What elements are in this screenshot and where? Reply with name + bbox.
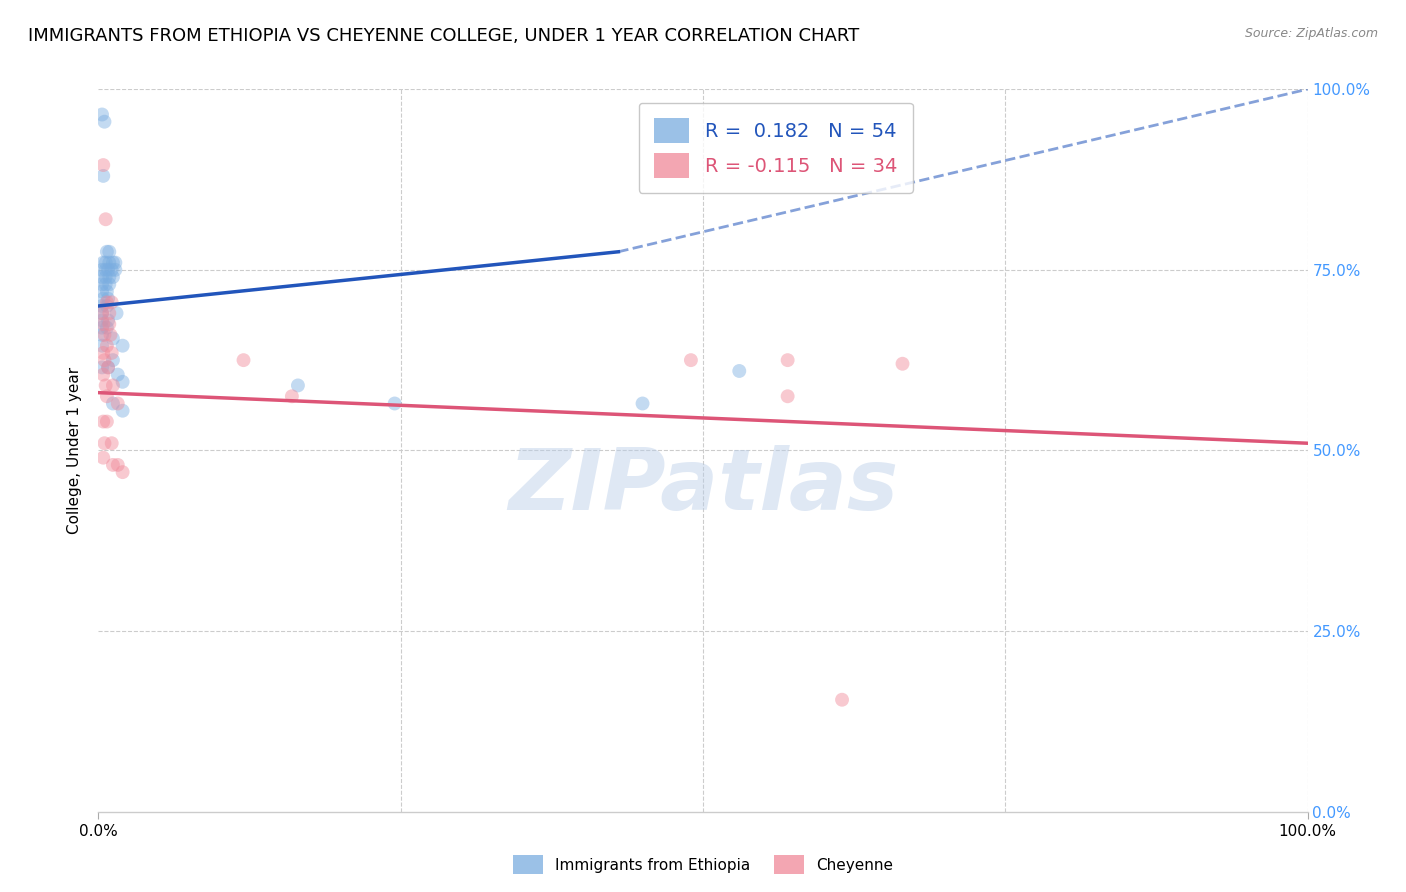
Point bbox=[91, 277, 114, 292]
Point bbox=[831, 692, 853, 706]
Point bbox=[91, 327, 114, 342]
Point bbox=[100, 262, 122, 277]
Point bbox=[96, 285, 118, 299]
Point bbox=[98, 244, 121, 259]
Point bbox=[91, 368, 114, 382]
Point bbox=[96, 389, 118, 403]
Point bbox=[91, 415, 114, 429]
Point bbox=[96, 415, 118, 429]
Point bbox=[91, 262, 114, 277]
Point bbox=[96, 320, 118, 334]
Point bbox=[287, 378, 309, 392]
Point bbox=[94, 277, 117, 292]
Point bbox=[776, 353, 799, 368]
Text: IMMIGRANTS FROM ETHIOPIA VS CHEYENNE COLLEGE, UNDER 1 YEAR CORRELATION CHART: IMMIGRANTS FROM ETHIOPIA VS CHEYENNE COL… bbox=[28, 27, 859, 45]
Point bbox=[101, 378, 124, 392]
Point bbox=[631, 396, 654, 410]
Text: Source: ZipAtlas.com: Source: ZipAtlas.com bbox=[1244, 27, 1378, 40]
Point bbox=[96, 299, 118, 313]
Point bbox=[91, 306, 114, 320]
Point bbox=[93, 436, 115, 450]
Point bbox=[105, 306, 128, 320]
Point bbox=[111, 403, 134, 417]
Point bbox=[107, 368, 129, 382]
Point bbox=[98, 306, 121, 320]
Point bbox=[91, 360, 114, 375]
Point bbox=[94, 255, 117, 269]
Point bbox=[93, 327, 115, 342]
Point bbox=[101, 353, 124, 368]
Point bbox=[91, 313, 114, 327]
Point bbox=[101, 255, 124, 269]
Point bbox=[91, 299, 114, 313]
Point bbox=[100, 436, 122, 450]
Point bbox=[98, 255, 121, 269]
Point bbox=[101, 458, 124, 472]
Point bbox=[93, 114, 115, 128]
Point bbox=[107, 458, 129, 472]
Point bbox=[94, 212, 117, 227]
Point bbox=[91, 255, 114, 269]
Point bbox=[97, 360, 120, 375]
Point bbox=[776, 389, 799, 403]
Point bbox=[91, 270, 114, 285]
Point bbox=[97, 313, 120, 327]
Point bbox=[96, 339, 118, 353]
Point bbox=[111, 375, 134, 389]
Point bbox=[107, 396, 129, 410]
Point bbox=[93, 353, 115, 368]
Point bbox=[91, 306, 114, 320]
Point bbox=[91, 107, 114, 121]
Point bbox=[91, 285, 114, 299]
Point bbox=[94, 270, 117, 285]
Point bbox=[101, 331, 124, 345]
Point bbox=[91, 169, 114, 183]
Point bbox=[232, 353, 254, 368]
Point bbox=[97, 360, 120, 375]
Point bbox=[891, 357, 914, 371]
Point bbox=[96, 295, 118, 310]
Point bbox=[91, 346, 114, 360]
Point bbox=[111, 339, 134, 353]
Point bbox=[111, 465, 134, 479]
Y-axis label: College, Under 1 year: College, Under 1 year bbox=[67, 367, 83, 534]
Point bbox=[101, 396, 124, 410]
Point bbox=[94, 262, 117, 277]
Point bbox=[281, 389, 304, 403]
Point bbox=[97, 262, 120, 277]
Point bbox=[100, 346, 122, 360]
Point bbox=[91, 320, 114, 334]
Point bbox=[91, 317, 114, 331]
Point bbox=[94, 378, 117, 392]
Point bbox=[98, 317, 121, 331]
Point bbox=[101, 270, 124, 285]
Point bbox=[98, 270, 121, 285]
Point bbox=[104, 262, 127, 277]
Legend: Immigrants from Ethiopia, Cheyenne: Immigrants from Ethiopia, Cheyenne bbox=[506, 849, 900, 880]
Point bbox=[97, 292, 120, 306]
Point bbox=[100, 295, 122, 310]
Point bbox=[104, 255, 127, 269]
Legend: R =  0.182   N = 54, R = -0.115   N = 34: R = 0.182 N = 54, R = -0.115 N = 34 bbox=[638, 103, 912, 194]
Point bbox=[100, 327, 122, 342]
Point bbox=[728, 364, 751, 378]
Point bbox=[91, 158, 114, 172]
Point bbox=[679, 353, 702, 368]
Point bbox=[91, 339, 114, 353]
Point bbox=[91, 292, 114, 306]
Text: ZIPatlas: ZIPatlas bbox=[508, 445, 898, 528]
Point bbox=[91, 450, 114, 465]
Point bbox=[384, 396, 406, 410]
Point bbox=[98, 277, 121, 292]
Point bbox=[96, 244, 118, 259]
